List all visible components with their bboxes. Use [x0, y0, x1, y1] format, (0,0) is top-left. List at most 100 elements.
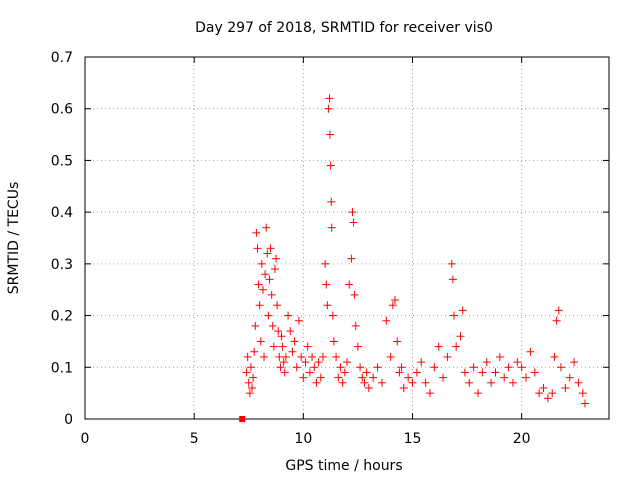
data-point — [350, 290, 359, 299]
data-point — [447, 259, 456, 268]
data-point — [269, 342, 278, 351]
data-point — [273, 301, 282, 310]
data-point — [345, 280, 354, 289]
x-tick-label: 20 — [513, 431, 531, 447]
data-point — [397, 363, 406, 372]
data-point — [430, 363, 439, 372]
y-tick-label: 0.1 — [51, 360, 73, 376]
data-point — [251, 321, 260, 330]
data-point — [364, 383, 373, 392]
data-point — [266, 244, 275, 253]
data-point — [327, 197, 336, 206]
data-point — [362, 368, 371, 377]
data-point — [504, 363, 513, 372]
x-axis-label: GPS time / hours — [285, 458, 402, 474]
data-point — [404, 373, 413, 382]
data-point — [288, 347, 297, 356]
data-point — [318, 352, 327, 361]
data-point — [347, 254, 356, 263]
data-point — [539, 383, 548, 392]
data-point — [412, 368, 421, 377]
data-point — [334, 373, 343, 382]
data-point — [449, 311, 458, 320]
data-point — [278, 342, 287, 351]
y-tick-label: 0.3 — [51, 257, 73, 273]
data-point — [314, 358, 323, 367]
data-point — [340, 368, 349, 377]
data-point — [358, 373, 367, 382]
data-point — [277, 332, 286, 341]
data-point — [395, 368, 404, 377]
data-point — [500, 373, 509, 382]
data-point — [286, 327, 295, 336]
x-tick-label: 0 — [81, 431, 90, 447]
data-point — [522, 373, 531, 382]
x-tick-label: 15 — [404, 431, 422, 447]
data-point — [290, 337, 299, 346]
data-point — [252, 228, 261, 237]
data-point — [308, 352, 317, 361]
data-point — [377, 378, 386, 387]
data-point — [570, 358, 579, 367]
x-tick-label: 10 — [294, 431, 312, 447]
data-point — [312, 378, 321, 387]
data-point — [327, 223, 336, 232]
data-point — [452, 342, 461, 351]
data-point — [393, 337, 402, 346]
data-point — [421, 378, 430, 387]
data-point — [399, 383, 408, 392]
data-point — [248, 383, 257, 392]
data-point — [425, 389, 434, 398]
data-point — [513, 358, 522, 367]
data-point — [272, 254, 281, 263]
chart-title: Day 297 of 2018, SRMTID for receiver vis… — [195, 20, 493, 36]
data-point — [305, 368, 314, 377]
data-point — [299, 373, 308, 382]
data-point — [386, 352, 395, 361]
data-point — [456, 332, 465, 341]
data-point — [474, 389, 482, 398]
data-point — [348, 208, 357, 217]
data-point — [239, 416, 246, 422]
data-point — [556, 363, 565, 372]
data-point — [321, 259, 330, 268]
data-point — [328, 311, 337, 320]
data-point — [264, 311, 273, 320]
data-point — [297, 352, 306, 361]
data-point — [465, 378, 474, 387]
data-point — [443, 352, 452, 361]
data-point — [369, 373, 378, 382]
data-point — [249, 373, 258, 382]
data-point — [417, 358, 426, 367]
data-point — [338, 378, 347, 387]
data-point — [325, 94, 334, 103]
data-point — [250, 347, 259, 356]
data-point — [574, 378, 583, 387]
data-point — [530, 368, 539, 377]
y-axis-label: SRMTID / TECUs — [6, 182, 22, 295]
data-point — [294, 316, 303, 325]
plot-area-border — [84, 56, 610, 420]
data-point — [332, 352, 341, 361]
data-point — [550, 352, 559, 361]
data-point — [258, 285, 267, 294]
data-point — [482, 358, 491, 367]
data-point — [323, 301, 332, 310]
data-point — [301, 358, 310, 367]
grid-lines — [85, 57, 609, 419]
data-point — [554, 306, 563, 315]
data-point — [324, 104, 333, 113]
data-point — [281, 352, 290, 361]
data-point — [265, 275, 274, 284]
data-point — [408, 378, 417, 387]
data-point — [526, 347, 535, 356]
data-point — [458, 306, 467, 315]
data-point — [353, 342, 362, 351]
data-point — [517, 363, 526, 372]
data-point — [268, 321, 277, 330]
data-point — [242, 368, 251, 377]
data-point — [274, 327, 283, 336]
data-point — [495, 352, 504, 361]
data-point — [552, 316, 561, 325]
